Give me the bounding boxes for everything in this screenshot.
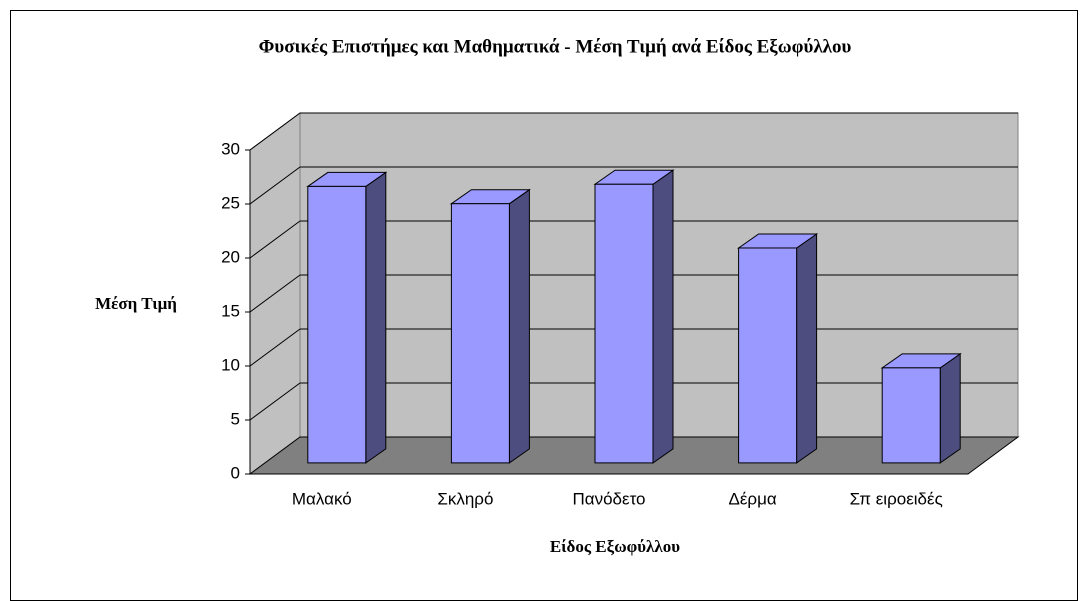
y-tick-label: 10 bbox=[221, 355, 240, 374]
x-tick-label: Σπ ειροειδές bbox=[850, 489, 943, 508]
y-tick-label: 5 bbox=[231, 409, 240, 428]
y-tick-label: 0 bbox=[231, 463, 240, 482]
bar-side bbox=[508, 188, 530, 464]
bar bbox=[594, 183, 654, 464]
bar bbox=[307, 185, 367, 464]
x-tick-label: Μαλακό bbox=[292, 489, 352, 508]
x-axis-title: Είδος Εξωφύλλου bbox=[550, 537, 680, 556]
grid-line bbox=[249, 274, 301, 313]
grid-line bbox=[249, 382, 301, 421]
y-axis-title: Μέση Τιμή bbox=[95, 294, 177, 313]
grid-line bbox=[249, 220, 301, 259]
bar-side bbox=[796, 233, 818, 464]
grid-line bbox=[249, 166, 301, 205]
grid-line bbox=[249, 112, 301, 151]
bar-side bbox=[652, 169, 674, 464]
x-tick-label: Σκληρό bbox=[437, 489, 493, 508]
x-tick-label: Δέρμα bbox=[728, 489, 776, 508]
bar-side bbox=[365, 171, 387, 464]
y-tick-label: 30 bbox=[221, 139, 240, 158]
y-tick-label: 15 bbox=[221, 301, 240, 320]
y-tick-label: 20 bbox=[221, 247, 240, 266]
x-tick-label: Πανόδετο bbox=[572, 489, 645, 508]
y-tick-label: 25 bbox=[221, 193, 240, 212]
bar bbox=[738, 247, 798, 464]
bar-side bbox=[939, 352, 961, 464]
bar bbox=[450, 203, 510, 464]
chart-title: Φυσικές Επιστήμες και Μαθηματικά - Μέση … bbox=[259, 36, 852, 57]
bar bbox=[881, 367, 941, 464]
grid-line bbox=[249, 328, 301, 367]
